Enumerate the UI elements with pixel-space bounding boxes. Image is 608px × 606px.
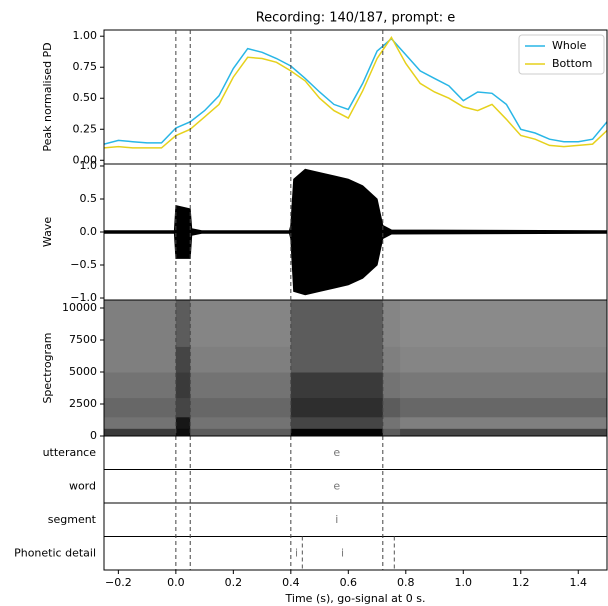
spectrogram-cell: [175, 416, 191, 429]
x-tick-label: 0.4: [282, 576, 300, 589]
interval-label: i: [341, 546, 344, 559]
spectrogram-cell: [400, 397, 608, 418]
spectrogram-cell: [400, 300, 608, 347]
y-axis-label: Peak normalised PD: [41, 42, 54, 151]
wave-envelope: [103, 168, 608, 233]
x-tick-label: 1.2: [512, 576, 530, 589]
x-tick-label: 0.6: [340, 576, 358, 589]
spectrogram-cell: [290, 428, 384, 437]
y-tick-label: 1.00: [73, 29, 98, 42]
y-tick-label: 1.0: [80, 159, 98, 172]
tier-name: Phonetic detail: [14, 546, 96, 559]
x-tick-label: 0.2: [225, 576, 243, 589]
x-axis-label: Time (s), go-signal at 0 s.: [285, 592, 426, 605]
spectrogram-cell: [382, 300, 401, 347]
spectrogram-cell: [190, 300, 292, 347]
spectrogram-cell: [382, 416, 401, 429]
spectrogram-cell: [175, 397, 191, 418]
y-tick-label: −1.0: [70, 291, 97, 304]
spectrogram-cell: [382, 397, 401, 418]
spectrogram-cell: [175, 428, 191, 437]
spectrogram-cell: [290, 372, 384, 399]
chart-title: Recording: 140/187, prompt: e: [256, 11, 456, 26]
spectrogram-cell: [382, 428, 401, 437]
panel-frame: [103, 435, 608, 571]
spectrogram-cell: [382, 346, 401, 373]
spectrogram-cell: [104, 300, 177, 347]
x-tick-label: 0.8: [397, 576, 415, 589]
y-tick-label: 0.25: [73, 122, 98, 135]
spectrogram-cell: [290, 346, 384, 373]
wave-envelope: [103, 231, 608, 296]
tier-name: utterance: [43, 446, 97, 459]
spectrogram-cell: [400, 428, 608, 437]
spectrogram-cell: [175, 300, 191, 347]
x-tick-label: −0.2: [105, 576, 132, 589]
spectrogram-cell: [104, 372, 177, 399]
legend-label: Whole: [552, 39, 587, 52]
y-tick-label: 0.50: [73, 91, 98, 104]
y-tick-label: 0.0: [80, 225, 98, 238]
interval-label: i: [335, 513, 338, 526]
spectrogram-cell: [190, 346, 292, 373]
x-tick-label: 0.0: [167, 576, 185, 589]
x-tick-label: 1.0: [455, 576, 473, 589]
legend-label: Bottom: [552, 57, 592, 70]
y-tick-label: 5000: [69, 365, 97, 378]
spectrogram-cell: [400, 346, 608, 373]
interval-label: e: [333, 446, 340, 459]
spectrogram-cell: [104, 397, 177, 418]
y-axis-label: Spectrogram: [41, 332, 54, 403]
y-tick-label: 0.5: [80, 192, 98, 205]
interval-label: i: [295, 546, 298, 559]
spectrogram-cell: [290, 300, 384, 347]
y-tick-label: 7500: [69, 333, 97, 346]
spectrogram-cell: [190, 428, 292, 437]
spectrogram-cell: [190, 416, 292, 429]
y-tick-label: 0.00: [73, 153, 98, 166]
y-tick-label: −0.5: [70, 258, 97, 271]
x-tick-label: 1.4: [570, 576, 588, 589]
spectrogram-cell: [104, 346, 177, 373]
line-series: [104, 35, 607, 149]
spectrogram-cell: [175, 346, 191, 373]
spectrogram-cell: [400, 416, 608, 429]
spectrogram-cell: [290, 397, 384, 418]
spectrogram-cell: [190, 372, 292, 399]
spectrogram-cell: [400, 372, 608, 399]
y-tick-label: 2500: [69, 397, 97, 410]
spectrogram-cell: [175, 372, 191, 399]
interval-label: e: [333, 479, 340, 492]
y-tick-label: 0.75: [73, 60, 98, 73]
y-tick-label: 10000: [62, 301, 97, 314]
spectrogram-cell: [190, 397, 292, 418]
spectrogram-cell: [104, 416, 177, 429]
y-tick-label: 0: [90, 429, 97, 442]
spectrogram-cell: [382, 372, 401, 399]
tier-name: word: [69, 479, 96, 492]
spectrogram-cell: [104, 428, 177, 437]
spectrogram-cell: [290, 416, 384, 429]
line-series: [104, 37, 607, 145]
y-axis-label: Wave: [41, 217, 54, 247]
tier-name: segment: [48, 513, 97, 526]
